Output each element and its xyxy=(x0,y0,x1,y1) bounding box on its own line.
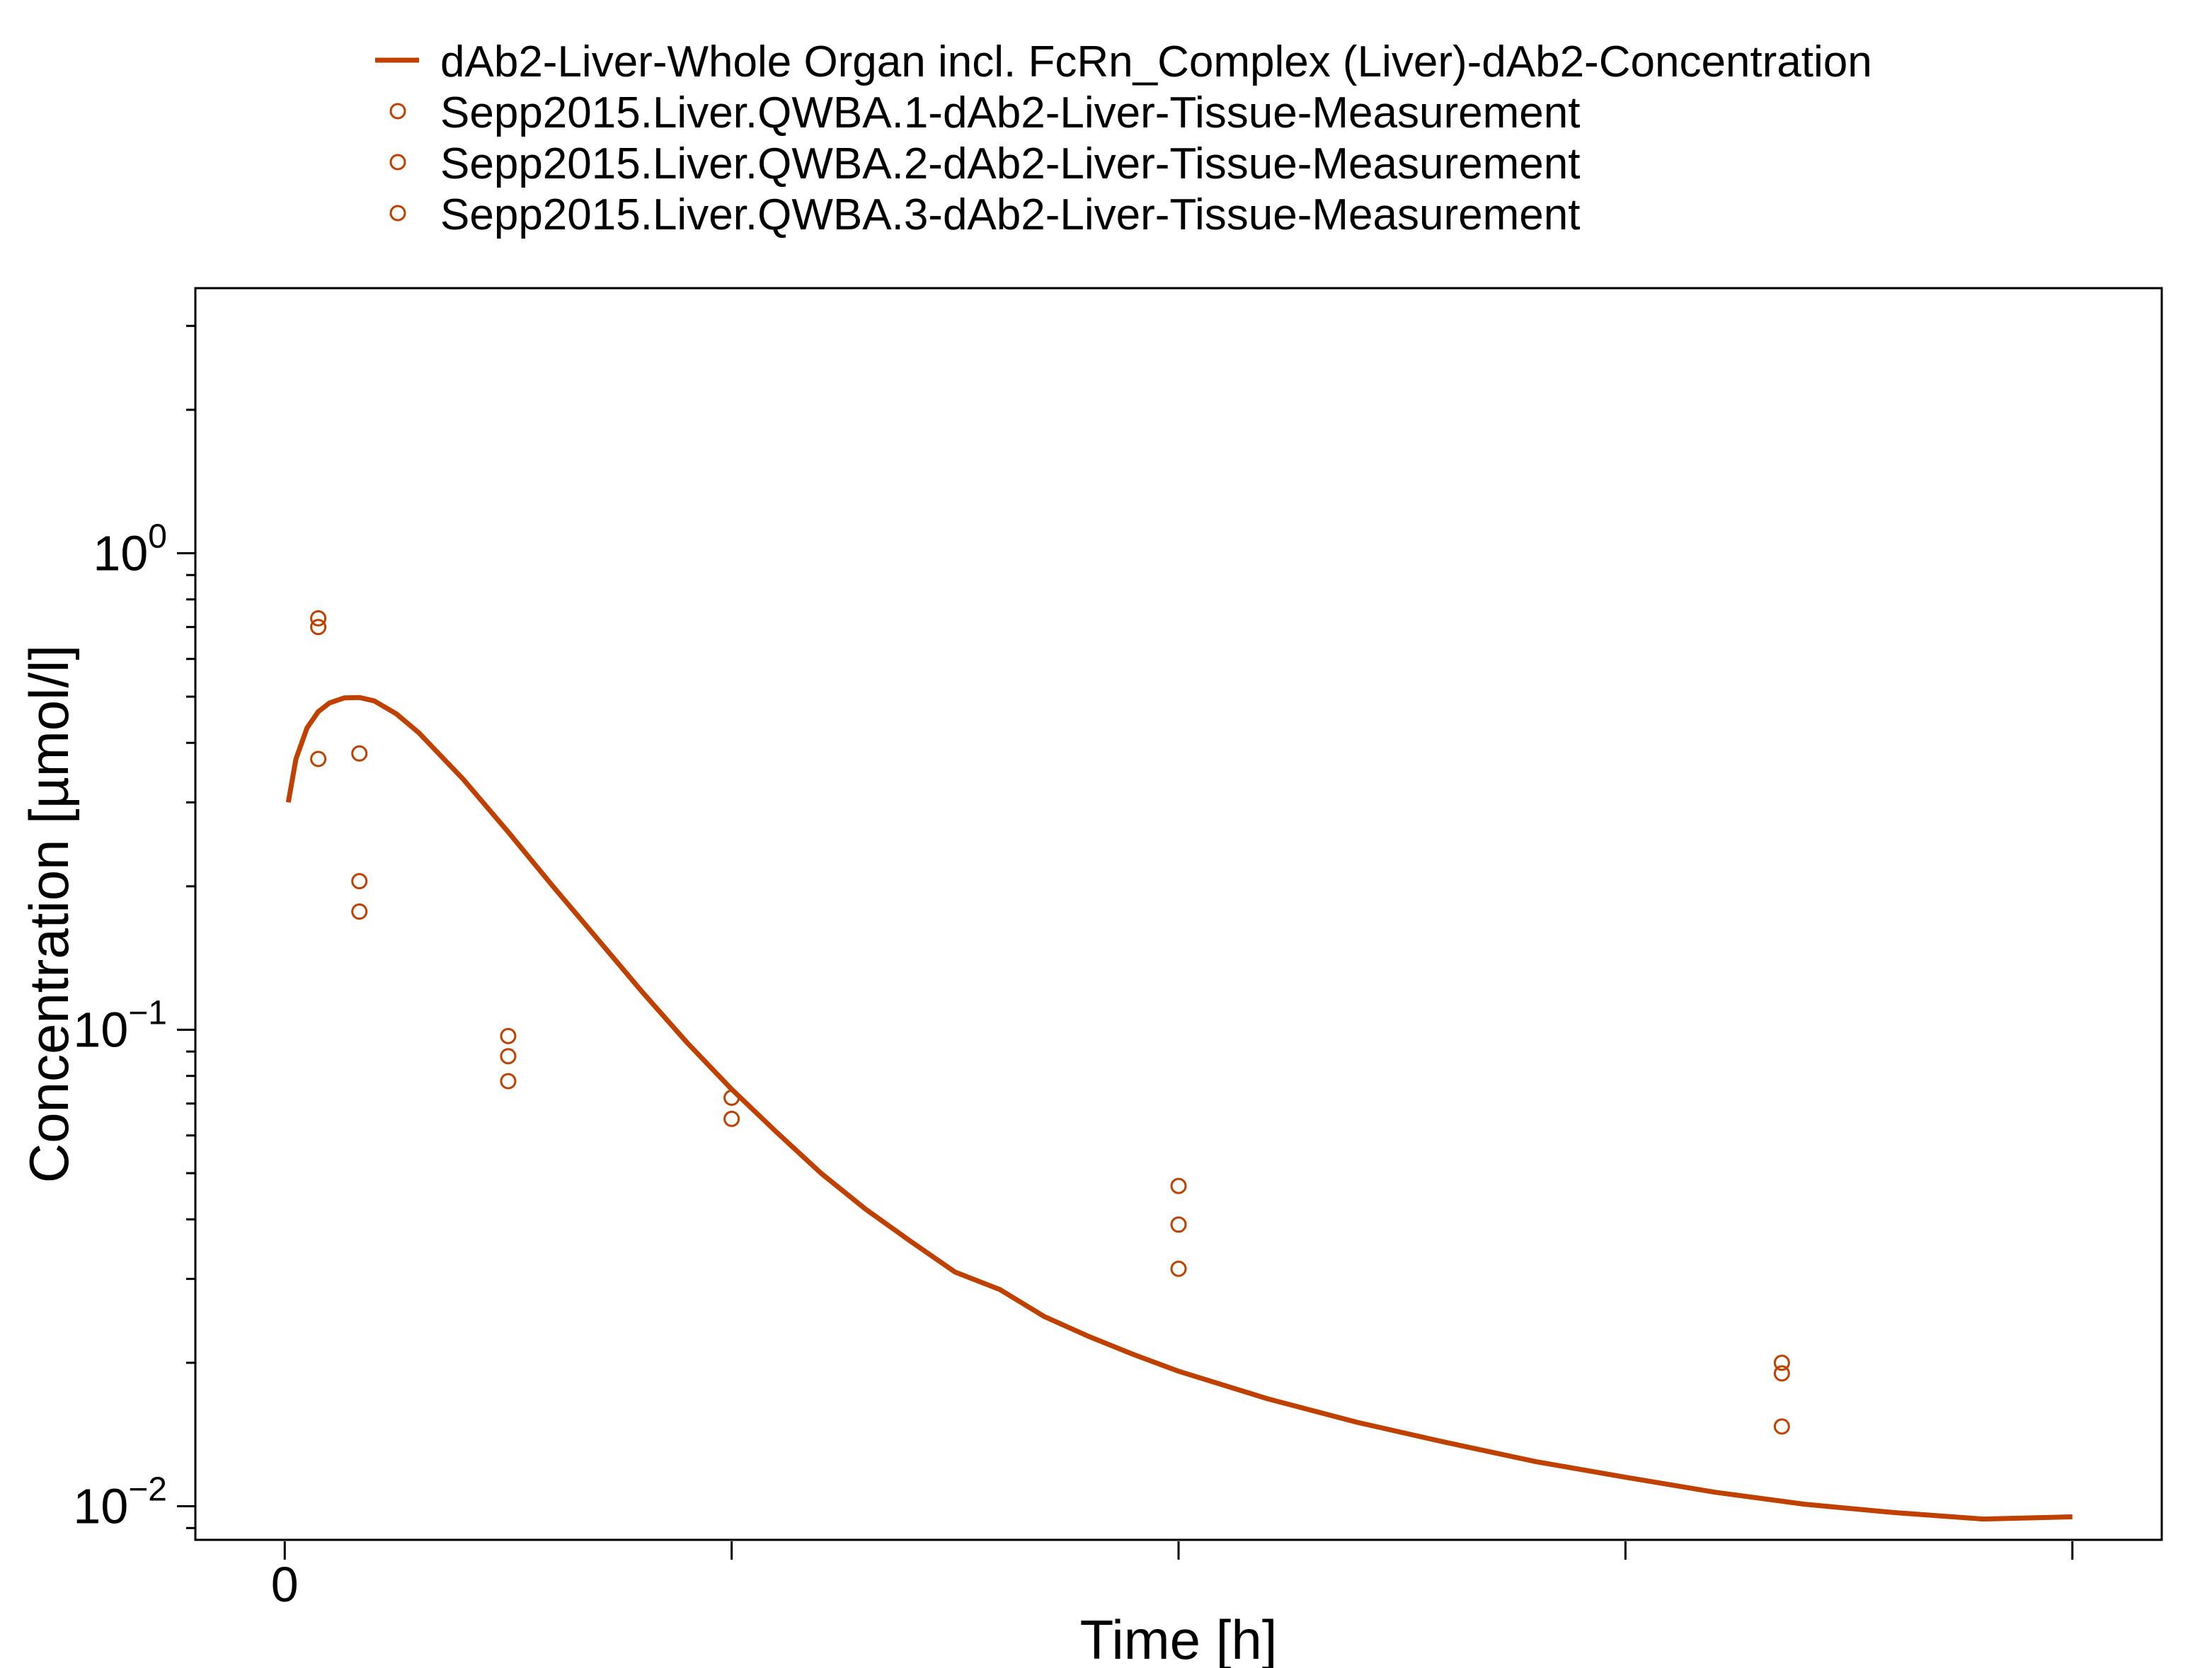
data-point xyxy=(310,619,327,636)
data-point xyxy=(1170,1177,1187,1194)
data-point xyxy=(1170,1260,1187,1277)
data-point xyxy=(1773,1418,1790,1435)
data-point xyxy=(723,1110,740,1127)
data-point xyxy=(310,750,327,767)
legend-entry: dAb2-Liver-Whole Organ incl. FcRn_Comple… xyxy=(440,38,1872,86)
x-axis-label: Time [h] xyxy=(1080,1609,1278,1668)
data-point xyxy=(500,1027,517,1044)
data-point xyxy=(1773,1365,1790,1382)
series-layer xyxy=(285,610,2073,1522)
y-axis-label: Concentration [µmol/l] xyxy=(18,645,80,1183)
legend-entry: Sepp2015.Liver.QWBA.3-dAb2-Liver-Tissue-… xyxy=(440,190,1580,239)
legend-circle-symbol xyxy=(389,205,406,222)
data-point xyxy=(500,1048,517,1065)
y-tick-label: 10−1 xyxy=(73,994,167,1057)
x-tick-label: 0 xyxy=(271,1557,299,1612)
data-point xyxy=(723,1089,740,1106)
data-point xyxy=(351,903,368,920)
plot-area xyxy=(194,287,2163,1541)
data-point xyxy=(351,745,368,762)
legend-circle-symbol xyxy=(389,154,406,171)
data-point xyxy=(351,873,368,890)
legend: dAb2-Liver-Whole Organ incl. FcRn_Comple… xyxy=(375,38,1872,239)
y-tick-label: 100 xyxy=(93,518,167,581)
x-axis: 0 xyxy=(271,1541,2074,1612)
y-tick-label: 10−2 xyxy=(73,1470,167,1533)
series-line-0 xyxy=(285,695,2073,1522)
legend-entry: Sepp2015.Liver.QWBA.1-dAb2-Liver-Tissue-… xyxy=(440,88,1580,137)
data-point xyxy=(310,610,327,627)
legend-entry: Sepp2015.Liver.QWBA.2-dAb2-Liver-Tissue-… xyxy=(440,139,1580,188)
legend-circle-symbol xyxy=(389,103,406,120)
data-point xyxy=(1170,1216,1187,1233)
data-point xyxy=(500,1073,517,1090)
y-axis: 100 10−1 10−2 xyxy=(73,324,195,1533)
data-point xyxy=(1773,1354,1790,1371)
